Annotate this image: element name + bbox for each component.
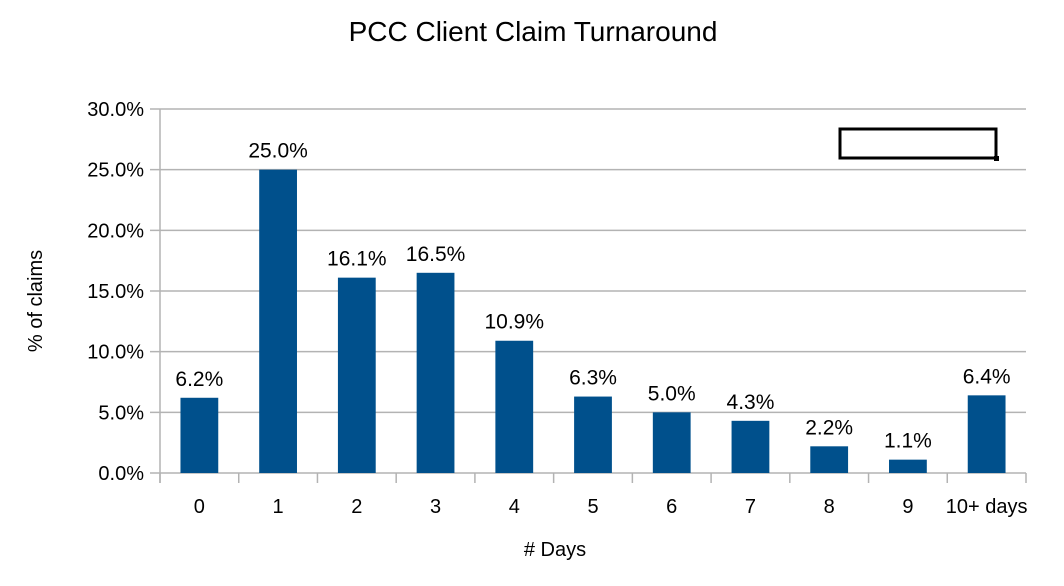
bar <box>652 412 691 473</box>
x-tick-label: 6 <box>666 496 677 518</box>
data-label: 6.2% <box>175 368 223 391</box>
legend-handle <box>994 156 999 161</box>
legend-box <box>838 127 998 160</box>
x-tick-label: 10+ days <box>946 496 1028 518</box>
x-axis-label: # Days <box>524 539 586 561</box>
bar <box>889 459 927 473</box>
x-tick-label: 4 <box>509 496 520 518</box>
y-tick-label: 5.0% <box>98 402 144 424</box>
bar <box>337 277 376 473</box>
x-tick-label: 7 <box>745 496 756 518</box>
x-tick-label: 5 <box>587 496 598 518</box>
bars <box>180 169 1006 473</box>
data-label: 4.3% <box>727 391 775 414</box>
data-label: 6.3% <box>569 367 617 390</box>
bar <box>731 420 770 473</box>
data-label: 6.4% <box>963 365 1011 388</box>
x-tick-label: 2 <box>351 496 362 518</box>
y-axis-label: % of claims <box>25 250 47 352</box>
y-tick-label: 20.0% <box>87 220 144 242</box>
y-tick-label: 0.0% <box>98 463 144 485</box>
bar <box>810 446 849 473</box>
y-tick-label: 30.0% <box>87 99 144 121</box>
bar <box>967 395 1006 473</box>
bar <box>259 169 297 473</box>
data-label: 16.5% <box>406 243 466 266</box>
y-tick-label: 25.0% <box>87 160 144 182</box>
x-tick-label: 1 <box>273 496 284 518</box>
chart-title: PCC Client Claim Turnaround <box>349 16 718 47</box>
data-labels: 6.2% 25.0% 16.1% 16.5% 10.9% 6.3% 5.0% 4.3% 2.2%… <box>175 140 1010 453</box>
data-label: 5.0% <box>648 382 696 405</box>
data-label: 25.0% <box>248 140 308 163</box>
x-tick-label: 0 <box>194 496 205 518</box>
bar <box>495 340 534 473</box>
data-label: 1.1% <box>884 430 932 453</box>
data-label: 2.2% <box>805 416 853 439</box>
y-tick-label: 15.0% <box>87 281 144 303</box>
bar <box>574 396 612 473</box>
axis-ticks: 0.0% 5.0% 10.0% 15.0% 20.0% 25.0% 30.0% 0 1 2 3 4 5 6… <box>87 99 1027 518</box>
x-tick-label: 3 <box>430 496 441 518</box>
data-label: 10.9% <box>484 311 544 334</box>
data-label: 16.1% <box>327 248 387 271</box>
x-tick-label: 8 <box>824 496 835 518</box>
bar <box>180 397 219 473</box>
bar <box>416 272 455 473</box>
y-tick-label: 10.0% <box>87 342 144 364</box>
x-tick-label: 9 <box>902 496 913 518</box>
